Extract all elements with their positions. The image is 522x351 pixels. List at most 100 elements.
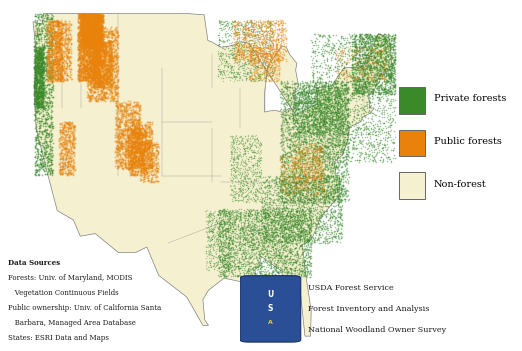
Point [284, 270, 292, 275]
Point [87, 13, 95, 19]
Point [330, 198, 338, 203]
Point [300, 180, 309, 185]
Point [292, 87, 301, 93]
Point [86, 29, 94, 35]
Point [373, 41, 382, 46]
Point [385, 36, 393, 42]
Point [32, 81, 40, 87]
Point [38, 59, 46, 64]
Point [222, 32, 230, 37]
Point [96, 46, 104, 52]
Point [221, 226, 229, 232]
Point [50, 28, 58, 34]
Point [254, 251, 262, 256]
Point [42, 139, 51, 145]
Point [305, 107, 313, 112]
Point [216, 223, 224, 229]
Point [91, 55, 100, 61]
Point [214, 238, 222, 244]
Point [92, 70, 100, 76]
Point [83, 32, 91, 38]
Point [329, 141, 337, 146]
Point [131, 138, 139, 143]
Point [385, 86, 393, 92]
Point [83, 42, 91, 47]
Point [144, 119, 152, 125]
Point [296, 142, 304, 147]
Point [365, 79, 373, 85]
Point [218, 21, 227, 27]
Point [305, 216, 313, 221]
Point [304, 206, 313, 212]
Point [94, 48, 102, 54]
Point [331, 219, 339, 224]
Point [266, 234, 274, 240]
Point [63, 54, 71, 59]
Point [93, 41, 102, 47]
Point [107, 50, 115, 56]
Point [91, 54, 99, 59]
Point [129, 134, 138, 139]
Point [113, 84, 122, 90]
Point [286, 159, 294, 164]
Point [267, 261, 276, 266]
Point [279, 88, 287, 94]
Point [289, 237, 298, 242]
Point [246, 143, 255, 149]
Point [246, 176, 254, 182]
Point [257, 45, 265, 51]
Point [298, 143, 306, 149]
Point [292, 112, 301, 117]
Point [228, 217, 236, 223]
Point [35, 86, 43, 92]
Point [89, 53, 97, 58]
Point [224, 258, 232, 263]
Point [241, 240, 249, 246]
Point [141, 171, 150, 177]
Point [107, 75, 115, 81]
Point [316, 152, 324, 158]
Point [92, 12, 100, 18]
Point [137, 134, 145, 140]
Point [127, 163, 135, 168]
Point [251, 149, 259, 155]
Point [32, 73, 40, 79]
Point [86, 68, 94, 73]
Point [100, 80, 109, 85]
Point [93, 28, 101, 33]
Point [147, 178, 155, 184]
Point [82, 39, 91, 45]
Point [50, 59, 58, 64]
Point [77, 51, 85, 57]
Point [301, 179, 310, 185]
Point [232, 53, 241, 58]
Point [333, 85, 341, 91]
Point [62, 27, 70, 33]
Point [108, 52, 116, 58]
Point [35, 94, 43, 100]
Point [360, 51, 368, 57]
Point [366, 63, 375, 69]
Point [44, 69, 52, 74]
Point [130, 140, 139, 145]
Point [291, 240, 299, 246]
Point [313, 99, 322, 104]
Point [340, 113, 349, 119]
Point [374, 98, 382, 103]
Point [113, 144, 122, 149]
Point [43, 52, 52, 58]
Point [57, 43, 66, 48]
Point [290, 104, 298, 110]
Point [203, 258, 211, 264]
Point [300, 262, 309, 268]
Point [147, 146, 155, 151]
Point [38, 92, 46, 98]
Point [113, 135, 122, 141]
Point [76, 15, 84, 21]
Point [261, 214, 269, 219]
Point [272, 231, 281, 237]
Point [57, 48, 65, 54]
Point [227, 171, 235, 176]
Point [289, 218, 297, 224]
Point [135, 151, 144, 156]
